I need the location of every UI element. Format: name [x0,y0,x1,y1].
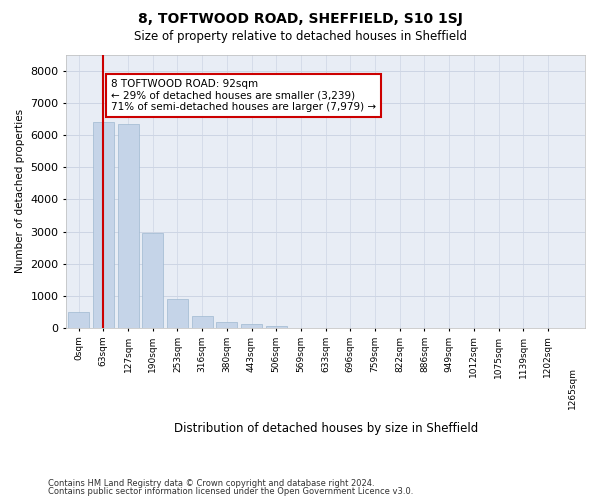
Text: 8, TOFTWOOD ROAD, SHEFFIELD, S10 1SJ: 8, TOFTWOOD ROAD, SHEFFIELD, S10 1SJ [137,12,463,26]
Bar [93,122,114,328]
Bar [118,124,139,328]
X-axis label: Distribution of detached houses by size in Sheffield: Distribution of detached houses by size … [173,422,478,435]
Text: Contains HM Land Registry data © Crown copyright and database right 2024.: Contains HM Land Registry data © Crown c… [48,478,374,488]
Text: Contains public sector information licensed under the Open Government Licence v3: Contains public sector information licen… [48,487,413,496]
Bar [241,324,262,328]
Text: 1265sqm: 1265sqm [568,366,577,408]
Bar [167,299,188,328]
Bar [68,312,89,328]
Bar [142,233,163,328]
Bar [266,326,287,328]
Text: Size of property relative to detached houses in Sheffield: Size of property relative to detached ho… [133,30,467,43]
Bar [217,322,238,328]
Y-axis label: Number of detached properties: Number of detached properties [15,110,25,274]
Text: 8 TOFTWOOD ROAD: 92sqm
← 29% of detached houses are smaller (3,239)
71% of semi-: 8 TOFTWOOD ROAD: 92sqm ← 29% of detached… [111,79,376,112]
Bar [191,316,212,328]
